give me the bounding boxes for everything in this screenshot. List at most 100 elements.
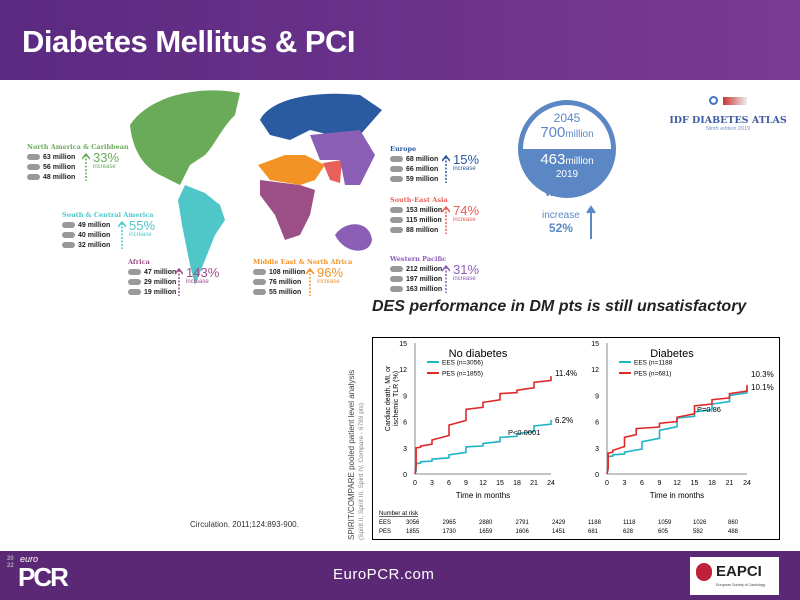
y-tick-label: 15 [399, 341, 407, 348]
region-value-row: 212 million [390, 265, 446, 275]
risk-value: 3056 [406, 520, 420, 526]
region-value: 47 million [144, 269, 177, 276]
y-axis-label: Cardiac death, MI, orischemic TLR (%) [385, 365, 400, 431]
x-axis-label: Time in months [650, 491, 704, 500]
region-value-row: 29 million [128, 278, 176, 288]
side-note-trials: (Spirit II, Spirit III, Spirit IV, Compa… [358, 402, 365, 540]
up-arrow-icon [175, 268, 183, 296]
region-increase-label: increase [453, 217, 476, 223]
x-tick-label: 3 [623, 480, 627, 487]
risk-value: 1606 [516, 529, 530, 535]
x-tick-label: 6 [640, 480, 644, 487]
region-western-pacific: Western Pacific 212 million 197 million 163… [390, 255, 479, 295]
x-tick-label: 0 [413, 480, 417, 487]
world-increase-pct: 52% [548, 221, 573, 235]
series-line-ees [414, 419, 552, 475]
risk-value: 1059 [658, 520, 672, 526]
region-increase-label: increase [129, 232, 152, 238]
y-tick-label: 9 [403, 393, 407, 400]
region-value: 40 million [78, 232, 111, 239]
legend-label: EES (n=1188 [634, 360, 673, 367]
region-value: 19 million [144, 289, 177, 296]
risk-value: 860 [728, 520, 739, 526]
region-value-row: 197 million [390, 275, 446, 285]
p-value: P=0.86 [697, 405, 721, 414]
map-western-pacific [310, 130, 375, 251]
year-pill [62, 232, 75, 239]
region-north-america-caribbean: North America & Caribbean 63 million 56 mi… [27, 143, 129, 183]
idf-edition: Ninth edition 2019 [705, 126, 751, 132]
end-value-label: 10.3% [751, 370, 774, 379]
year-pill [390, 176, 403, 183]
eapci-text: EAPCI [716, 563, 762, 580]
region-value: 163 million [406, 286, 443, 293]
region-value-row: 66 million [390, 165, 438, 175]
region-value-row: 49 million [62, 221, 153, 231]
year-pill [390, 166, 403, 173]
up-arrow-icon [586, 205, 596, 239]
citation: Circulation. 2011;124:893-900. [190, 520, 299, 529]
region-pct: 55% [129, 218, 156, 233]
world-unit: million [565, 129, 594, 140]
x-tick-label: 12 [673, 480, 681, 487]
region-increase-label: increase [453, 276, 476, 282]
year-pill [62, 242, 75, 249]
region-value: 153 million [406, 207, 443, 214]
logo-euro: euro [20, 554, 39, 564]
region-value: 88 million [406, 227, 439, 234]
year-pill [390, 286, 403, 293]
footer-url[interactable]: EuroPCR.com [333, 566, 435, 583]
risk-value: 1730 [443, 529, 457, 535]
x-tick-label: 15 [496, 480, 504, 487]
region-value: 56 million [43, 164, 76, 171]
year-pill [253, 289, 266, 296]
region-value: 48 million [43, 174, 76, 181]
world-year-2019: 2019 [555, 169, 579, 180]
map-europe [260, 93, 382, 140]
world-value-2045: 700 [540, 124, 566, 141]
eapci-logo: EAPCI European Society of Cardiology [690, 557, 779, 595]
x-tick-label: 9 [658, 480, 662, 487]
region-title: South & Central America [62, 211, 154, 219]
region-value: 66 million [406, 166, 439, 173]
up-arrow-icon [442, 206, 450, 234]
risk-value: 1451 [552, 529, 566, 535]
region-value-row: 59 million [390, 175, 438, 185]
region-value-row: 40 million [62, 231, 153, 241]
chart-title: No diabetes [449, 348, 508, 360]
year-pill [62, 222, 75, 229]
risk-value: 605 [658, 529, 669, 535]
region-increase-label: increase [93, 164, 116, 170]
x-tick-label: 21 [530, 480, 538, 487]
year-pill [390, 227, 403, 234]
region-title: Africa [128, 258, 150, 266]
region-value-row: 32 million [62, 241, 153, 251]
x-tick-label: 15 [691, 480, 699, 487]
y-tick-label: 0 [595, 472, 599, 479]
page-title: Diabetes Mellitus & PCI [22, 24, 356, 59]
y-tick-label: 0 [403, 472, 407, 479]
y-tick-label: 6 [403, 420, 407, 427]
region-value: 63 million [43, 154, 76, 161]
end-value-label: 6.2% [555, 416, 573, 425]
region-value-row: 63 million [27, 153, 129, 163]
region-value-row: 76 million [253, 278, 352, 288]
region-increase-label: increase [317, 279, 340, 285]
des-heading: DES performance in DM pts is still unsat… [372, 298, 747, 315]
world-label: WORLD [545, 188, 583, 199]
year-pill [128, 279, 141, 286]
year-pill [27, 164, 40, 171]
world-year-2045: 2045 [553, 111, 581, 125]
year-pill [390, 217, 403, 224]
world-map [130, 90, 382, 285]
region-value-row: 108 million [253, 268, 352, 278]
region-value: 68 million [406, 156, 439, 163]
risk-value: 2965 [443, 520, 457, 526]
year-pill [128, 289, 141, 296]
year-pill [27, 154, 40, 161]
region-south-east-asia: South-East Asia 153 million 115 million 88 … [390, 196, 479, 236]
region-south-central-america: South & Central America 49 million 40 mill… [62, 211, 156, 251]
region-pct: 15% [453, 152, 480, 167]
map-africa [260, 180, 315, 240]
y-tick-label: 15 [591, 341, 599, 348]
